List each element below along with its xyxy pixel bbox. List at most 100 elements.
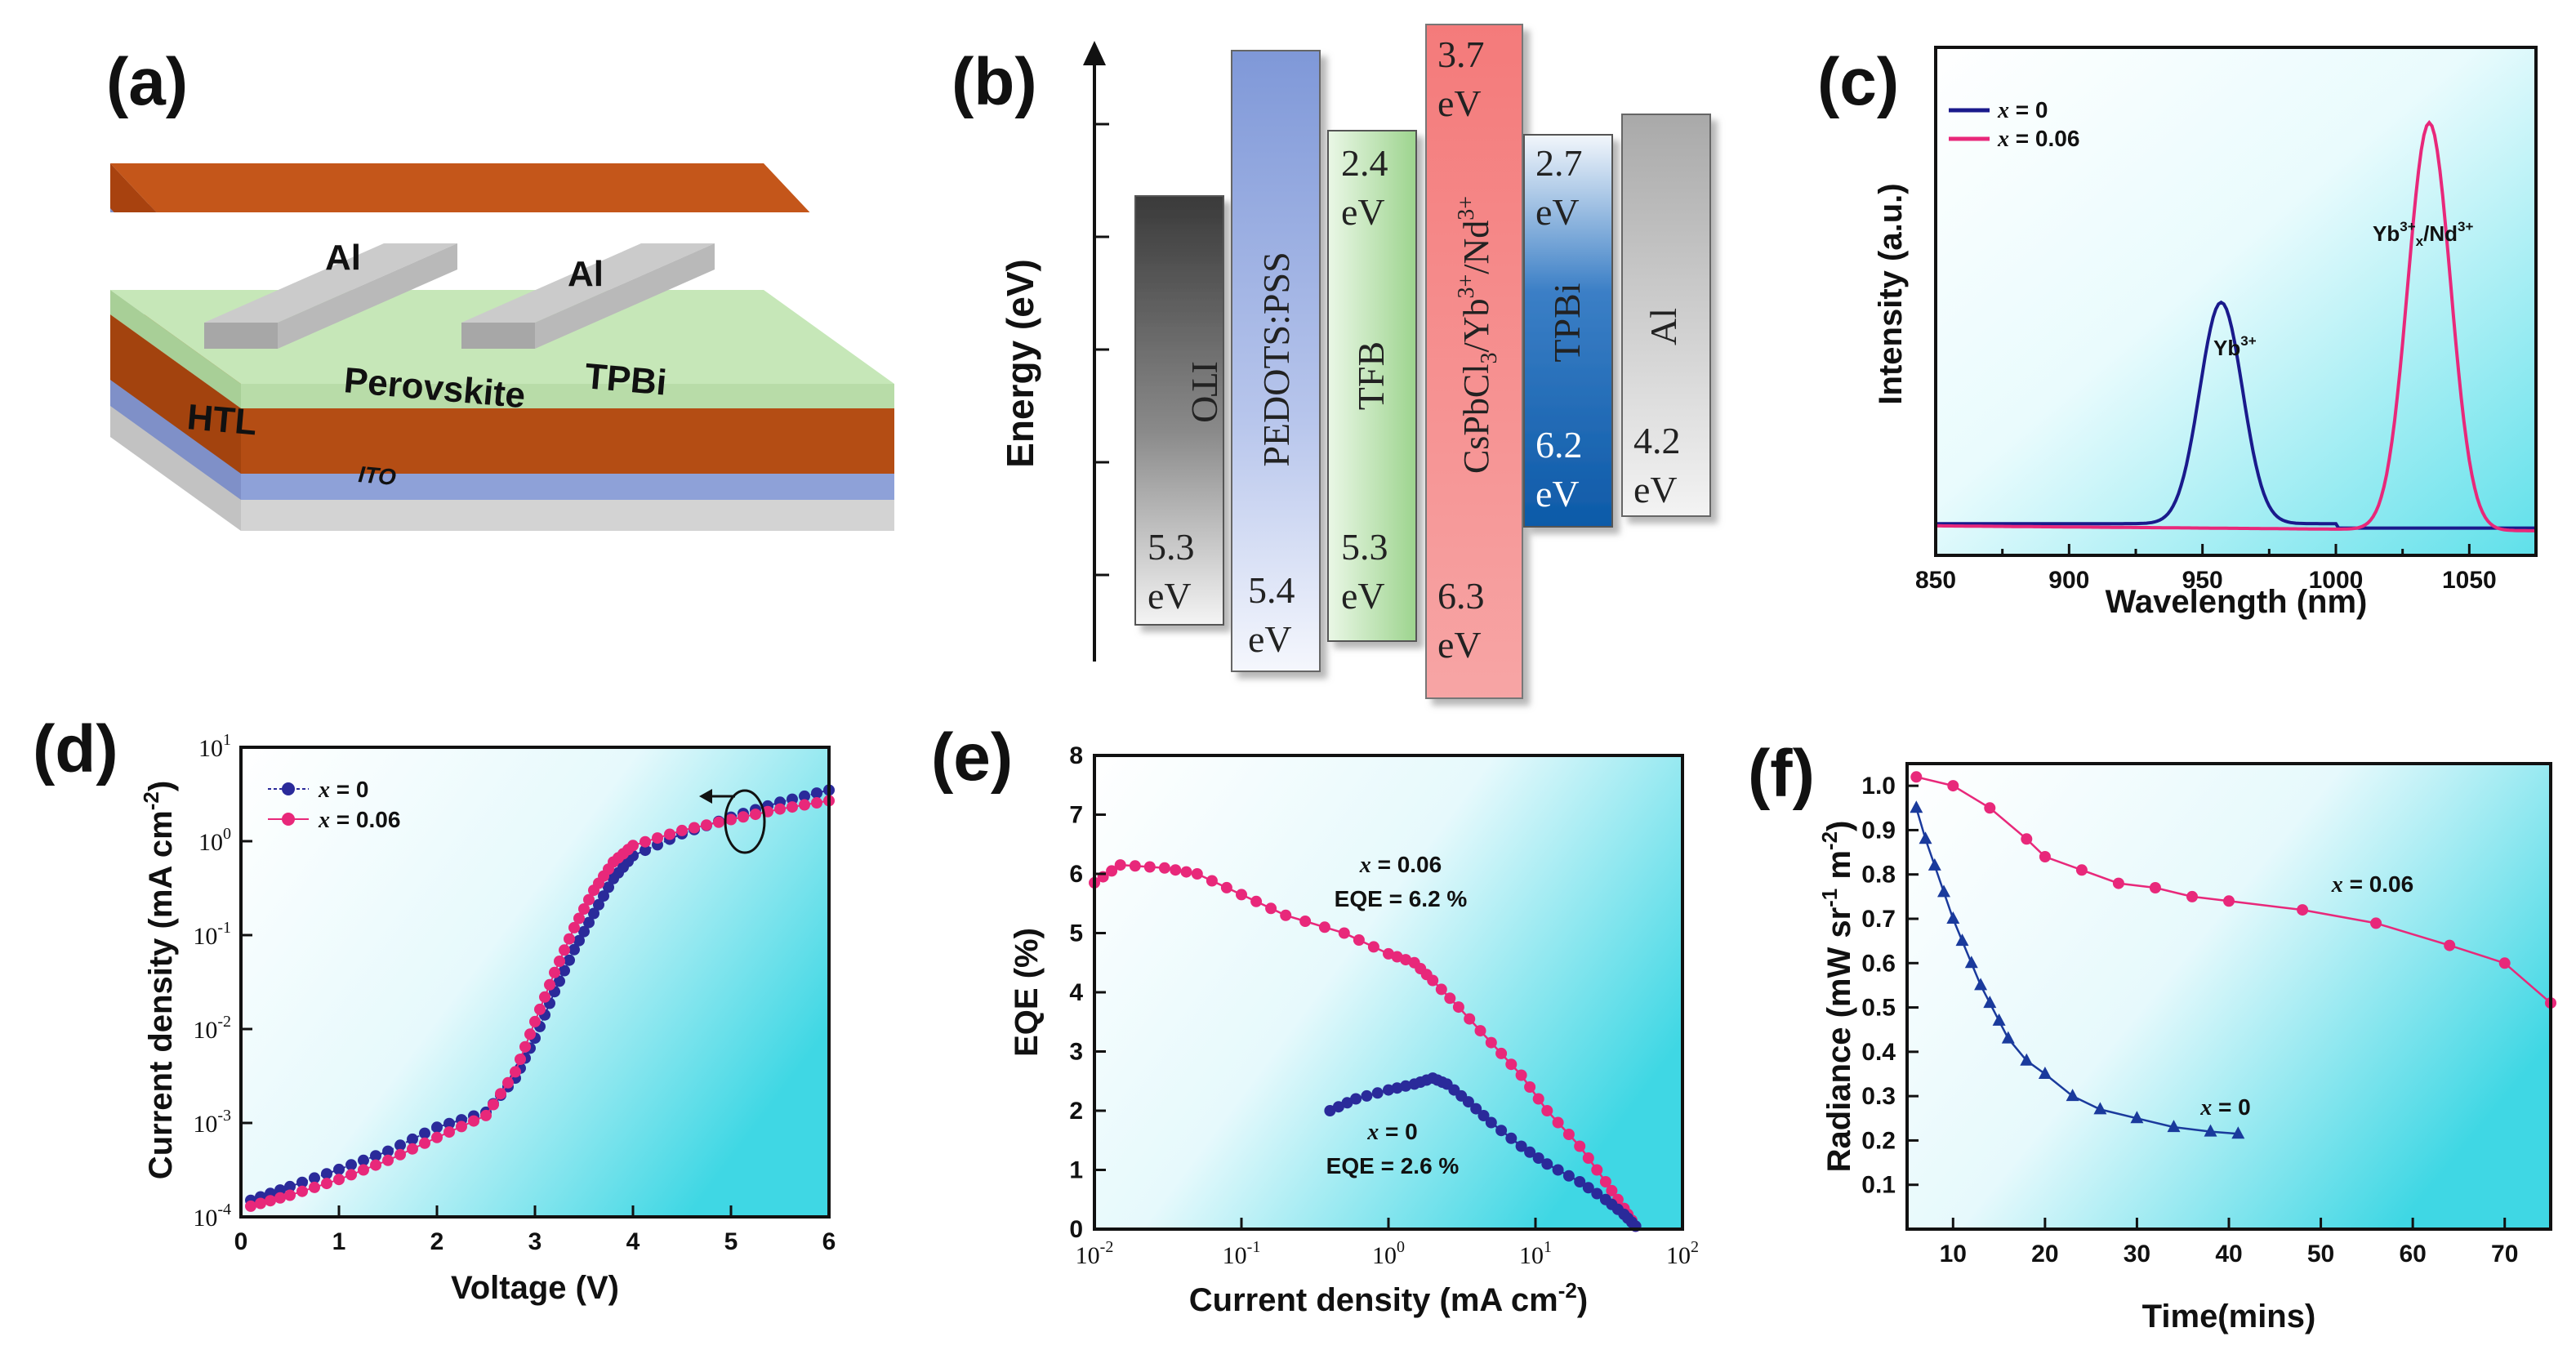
eqe-point-0-8 <box>1180 866 1192 878</box>
jv-point-0-37 <box>573 934 585 947</box>
jv-point-0-42 <box>598 890 609 902</box>
legend-d-marker-x006 <box>282 813 295 826</box>
jv-point-1-22 <box>495 1088 506 1100</box>
jv-point-1-9 <box>345 1169 357 1181</box>
radiance-point-0-1 <box>1947 780 1959 792</box>
c-xtick-label-4: 1050 <box>2442 567 2497 594</box>
eqe-point-0-18 <box>1338 927 1350 939</box>
eqe-point-0-27 <box>1427 974 1439 987</box>
jv-point-1-30 <box>539 991 550 1003</box>
eqe-point-0-22 <box>1391 951 1403 963</box>
radiance-point-0-6 <box>2112 877 2124 889</box>
f-ytick-label-7: 0.8 <box>1861 862 1896 889</box>
jv-point-1-36 <box>568 921 580 933</box>
jv-point-0-62 <box>799 790 810 802</box>
eqe-point-1-30 <box>1574 1176 1586 1187</box>
jv-point-0-6 <box>309 1172 320 1184</box>
jv-point-1-1 <box>255 1197 266 1210</box>
plot-e-ylabel: EQE (%) <box>1009 928 1045 1057</box>
e-ytick-label-3: 3 <box>1069 1039 1083 1066</box>
eqe-point-0-9 <box>1191 868 1203 880</box>
eqe-point-0-44 <box>1591 1164 1603 1176</box>
panel-c-label: (c) <box>1817 45 1899 119</box>
jv-point-1-38 <box>578 903 590 915</box>
cspbcl3-block-label: CsPbCl3/Yb3+/Nd3+ <box>1454 196 1502 474</box>
c-xtick-label-3: 1000 <box>2309 567 2364 594</box>
annotation-f-x0: x = 0 <box>2199 1094 2250 1121</box>
e-xtick-label-4: 102 <box>1666 1238 1699 1269</box>
eqe-point-1-24 <box>1515 1140 1527 1152</box>
jv-point-1-35 <box>564 933 575 945</box>
tfb-lumo-unit: eV <box>1341 191 1385 233</box>
jv-point-1-23 <box>502 1076 514 1089</box>
panel-b-label: (b) <box>952 45 1037 119</box>
c-xtick-label-2: 950 <box>2182 567 2223 594</box>
jv-point-1-5 <box>296 1185 308 1197</box>
eqe-point-0-23 <box>1400 954 1412 966</box>
f-xtick-label-1: 20 <box>2031 1241 2058 1268</box>
plot-d-xlabel: Voltage (V) <box>451 1270 619 1306</box>
curve-highlight-ellipse <box>724 789 766 854</box>
jv-point-1-33 <box>554 956 565 967</box>
plot-e-background <box>1094 755 1682 1229</box>
f-ytick-label-0: 0.1 <box>1861 1172 1896 1199</box>
e-ytick-label-8: 8 <box>1069 742 1083 769</box>
eqe-point-0-3 <box>1114 859 1126 871</box>
jv-point-1-58 <box>750 809 761 821</box>
radiance-point-1-16 <box>2167 1120 2181 1133</box>
e-ytick-label-0: 0 <box>1069 1216 1083 1243</box>
ito-block <box>1134 195 1224 626</box>
d-ytick-label-5: 101 <box>198 731 231 762</box>
al-block-label: Al <box>1642 308 1684 345</box>
f-ytick-label-8: 0.9 <box>1861 817 1896 844</box>
eqe-point-0-29 <box>1444 992 1456 1005</box>
radiance-point-1-14 <box>2093 1102 2107 1115</box>
eqe-point-0-10 <box>1206 875 1218 887</box>
jv-point-1-6 <box>309 1181 320 1193</box>
f-xtick-label-6: 70 <box>2491 1241 2518 1268</box>
jv-point-0-3 <box>274 1184 286 1196</box>
eqe-point-0-2 <box>1106 865 1118 877</box>
eqe-point-0-19 <box>1353 934 1365 946</box>
jv-point-1-28 <box>529 1015 541 1027</box>
jv-point-0-13 <box>394 1139 406 1152</box>
ito-block-label: ITO <box>1184 361 1226 423</box>
jv-point-0-5 <box>296 1176 308 1188</box>
radiance-point-0-4 <box>2039 851 2051 862</box>
eqe-point-0-28 <box>1435 983 1447 996</box>
jv-point-0-33 <box>554 975 565 987</box>
plot-e-ticks: 10-2 10-1 100 101 102 0 1 2 3 4 5 6 7 8 <box>1069 742 1699 1269</box>
radiance-point-1-10 <box>2001 1031 2015 1044</box>
f-ytick-label-4: 0.5 <box>1861 995 1896 1022</box>
plot-c-ylabel: Intensity (a.u.) <box>1873 183 1909 404</box>
jv-point-0-63 <box>811 787 822 800</box>
e-xtick-label-0: 10-2 <box>1076 1238 1114 1269</box>
panel-d-label: (d) <box>33 712 118 786</box>
legend-d-x0: x = 0 <box>318 777 368 803</box>
eqe-point-0-30 <box>1452 1001 1464 1014</box>
eqe-point-0-40 <box>1552 1116 1564 1129</box>
legend-c-x006: x = 0.06 <box>1997 126 2079 152</box>
eqe-point-1-19 <box>1470 1103 1482 1115</box>
jv-point-1-37 <box>573 912 585 925</box>
htl-label: HTL <box>185 397 258 443</box>
f-ytick-label-1: 0.2 <box>1861 1127 1896 1154</box>
eqe-point-0-17 <box>1318 921 1330 933</box>
legend-d-marker-x0 <box>282 782 295 795</box>
jv-point-0-40 <box>588 907 599 920</box>
jv-point-0-8 <box>333 1163 345 1175</box>
plot-c-background <box>1936 47 2536 555</box>
f-ytick-label-3: 0.4 <box>1861 1039 1896 1066</box>
radiance-point-1-13 <box>2066 1089 2079 1102</box>
eqe-point-1-22 <box>1495 1125 1508 1137</box>
eqe-point-1-18 <box>1462 1096 1474 1108</box>
jv-point-0-4 <box>284 1180 296 1192</box>
ito-label: ITO <box>357 461 397 490</box>
jv-point-1-24 <box>510 1066 521 1078</box>
eqe-point-0-34 <box>1495 1047 1508 1059</box>
jv-point-1-63 <box>811 797 822 809</box>
plot-c-ticks: 850 900 950 1000 1050 <box>1915 544 2497 594</box>
jv-point-1-14 <box>407 1143 418 1155</box>
jv-point-1-11 <box>370 1159 381 1171</box>
jv-point-1-25 <box>515 1054 526 1065</box>
